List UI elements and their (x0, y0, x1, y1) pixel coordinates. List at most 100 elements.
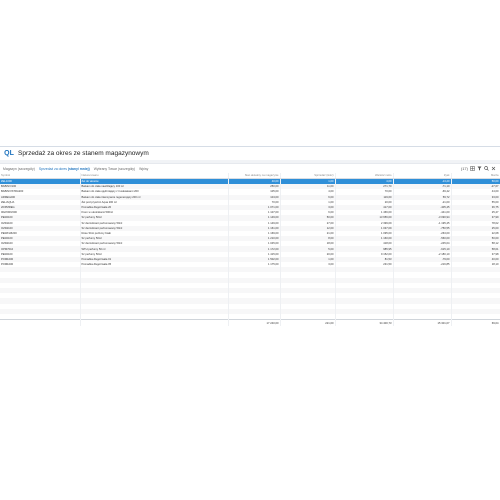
empty-cell (280, 277, 336, 283)
empty-cell (393, 267, 452, 273)
empty-cell (0, 287, 81, 294)
table-cell: -3 090,94 (393, 215, 452, 221)
table-cell: 1 161,00 (228, 225, 281, 231)
table-cell: 104,00 (228, 194, 281, 200)
table-cell: 1 095,00 (335, 230, 394, 237)
empty-cell (335, 267, 394, 273)
table-cell: 70,00 (335, 189, 394, 195)
table-cell: Sz perfumy 50ml (80, 215, 229, 221)
empty-cell (228, 308, 281, 314)
column-header[interactable]: Zysk (393, 173, 452, 179)
table-cell: 271,70 (335, 184, 394, 190)
empty-cell (393, 282, 452, 288)
filter-icon[interactable] (477, 166, 482, 171)
table-row[interactable]: PO9RA00 Pomadka długotrwała 01 1 502,00 1,0… (0, 256, 500, 262)
table-row[interactable]: ARREG200 Balsam do ciała intensywnie rege… (0, 194, 500, 200)
table-row[interactable]: BAB/NV/100 Balsam do ciała nawilżający 10… (0, 184, 500, 190)
close-icon[interactable] (491, 166, 496, 171)
table-cell: 1 071,00 (228, 204, 281, 211)
table-cell: 1 210,00 (228, 236, 281, 242)
empty-cell (0, 272, 81, 278)
table-cell: 4,00 (335, 178, 394, 185)
table-row[interactable]: ZEL/AQUA Żel pod prysznic Aqua 200 ml 70,0… (0, 199, 500, 205)
column-header[interactable]: Sprzedaż (ilość) (280, 173, 336, 179)
table-cell: -69,42 (393, 189, 452, 195)
table-cell: 1 160,00 (335, 236, 394, 242)
table-row[interactable]: PER2100 Sz perfumy 50ml 1 210,00 8,00 1 160,… (0, 236, 500, 242)
table-cell: 1 169,00 (228, 230, 281, 237)
empty-cell (80, 298, 229, 304)
empty-cell (280, 282, 336, 288)
grid-icon[interactable] (470, 166, 475, 171)
table-row[interactable]: 20/PMREG Pomadka długotrwała 20 1 071,00 3,… (0, 204, 500, 211)
table-cell: Sz perfumy 50ml (80, 236, 229, 242)
table-row[interactable]: PER2100 Sz perfumy 50ml 1 149,00 50,00 13 65… (0, 215, 500, 221)
empty-row (0, 303, 500, 309)
table-cell: PO9RA00 (0, 262, 81, 268)
empty-cell (393, 277, 452, 283)
table-cell: OZD2100 (0, 241, 81, 247)
empty-cell (0, 313, 81, 320)
table-cell: -2 180,10 (393, 251, 452, 257)
empty-cell (228, 303, 281, 309)
empty-row (0, 287, 500, 294)
column-header[interactable]: Wartość netto (335, 173, 394, 179)
table-cell: Sz dezodorant perfumowany 50ml (80, 241, 229, 247)
empty-cell (393, 303, 452, 309)
empty-cell (393, 293, 452, 299)
tab-wybrany-towar[interactable]: Wybrany Towar (szczegóły) (93, 166, 136, 171)
table-row[interactable]: BAB/NV/STRA200 Balsam do ciała ujędrniają… (0, 189, 500, 195)
column-header[interactable]: Nazwa towaru (80, 173, 229, 179)
empty-cell (80, 267, 229, 273)
table-cell: -405,45 (393, 204, 452, 211)
empty-cell (80, 303, 229, 309)
search-icon[interactable] (484, 166, 489, 171)
empty-cell (335, 282, 394, 288)
table-cell: 21,00 (280, 230, 336, 237)
tab-sprzedaz[interactable]: Sprzedaż za okres (stany/ mniej) (39, 167, 90, 171)
total-zysk: 15 301,07 (393, 319, 452, 327)
total-wartosc: 34 400,73 (335, 319, 394, 327)
table-header: Symbol Nazwa towaru Stan aktualny na mag… (0, 173, 500, 179)
empty-cell (335, 277, 394, 283)
table-cell: 1 172,00 (228, 246, 281, 252)
table-cell: 6,00 (280, 210, 336, 216)
table-cell: Pomadka długotrwała 20 (80, 204, 229, 211)
table-row[interactable]: OZD2100 Sz dezodorant perfumowany 50ml 1 1… (0, 225, 500, 231)
table-row[interactable]: OZD1100 Sz dezodorant perfumowany 50ml 1 1… (0, 220, 500, 226)
table-row[interactable]: 002/ORG500 Krem w ukośnikami 500ml 1 107,0… (0, 210, 500, 216)
empty-cell (393, 308, 452, 314)
table-cell: ZEL1000 (0, 178, 81, 185)
empty-cell (228, 313, 281, 320)
table-cell: OZD2100 (0, 225, 81, 231)
empty-cell (0, 277, 81, 283)
record-count: (17) (460, 166, 468, 171)
table-cell: Rose Shot perfumy biało (80, 230, 229, 237)
column-header[interactable]: Symbol (0, 173, 81, 179)
empty-cell (80, 277, 229, 283)
tab-sprzedaz-highlight: (stany/ mniej) (67, 166, 90, 171)
tab-wpisy[interactable]: Wpisy (139, 166, 149, 171)
table-cell: Sz dezodorant perfumowany 50ml (80, 220, 229, 226)
empty-cell (335, 298, 394, 304)
empty-cell (335, 313, 394, 320)
table-cell: OPM7010 (0, 246, 81, 252)
table-cell: 18,00 (280, 241, 336, 247)
table-row[interactable]: PO9RA00 Pomadka długotrwała 05 1 175,00 3,0… (0, 262, 500, 268)
table-row[interactable]: PER2100 Sz perfumy 50ml 1 415,00 20,00 9 152… (0, 251, 500, 257)
table-cell: 13 656,00 (335, 215, 394, 221)
table-row[interactable]: ZEL1000 Żel do włosów 40,00 1,00 4,00 -13,20 5… (0, 178, 500, 185)
table-cell: PER2100 (0, 215, 81, 221)
table-cell: Żel do włosów (80, 178, 229, 185)
tab-magazyn[interactable]: Magazyn (szczegóły) (3, 166, 35, 171)
table-row[interactable]: PER/FLB200 Rose Shot perfumy biało 1 169,0… (0, 230, 500, 237)
column-header[interactable]: Stan aktualny na magazynie (228, 173, 281, 179)
table-cell: -560,00 (393, 236, 452, 242)
table-cell: -441,00 (393, 210, 452, 216)
app-logo: QL (4, 150, 14, 157)
table-cell: 20,00 (335, 199, 394, 205)
table-row[interactable]: OPM7010 WTH perfumy 50 ml 1 172,00 5,00 985,… (0, 246, 500, 252)
empty-cell (335, 272, 394, 278)
empty-cell (280, 287, 336, 294)
empty-cell (80, 282, 229, 288)
